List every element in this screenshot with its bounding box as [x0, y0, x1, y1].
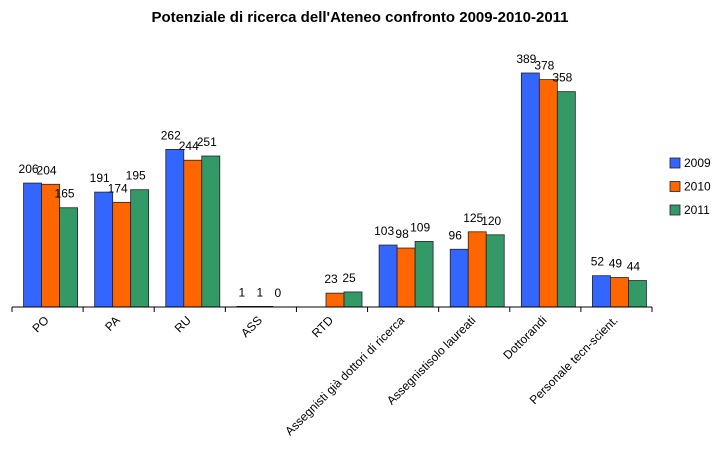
value-label: 44 — [627, 260, 641, 274]
bar — [538, 79, 558, 308]
x-tick-label: Dottorandi — [500, 313, 549, 362]
value-label: 262 — [161, 128, 181, 142]
value-label: 23 — [324, 272, 338, 286]
value-label: 204 — [37, 163, 57, 177]
value-label: 103 — [374, 224, 394, 238]
value-label: 25 — [342, 271, 356, 285]
bar — [41, 183, 60, 308]
bar — [414, 241, 434, 308]
legend-label: 2010 — [684, 180, 711, 194]
bar — [449, 248, 469, 308]
legend-swatch — [669, 181, 681, 192]
x-tick-label: RU — [172, 313, 194, 335]
bar — [378, 244, 398, 308]
value-label: 1 — [239, 285, 246, 299]
value-label: 206 — [19, 162, 39, 176]
value-label: 389 — [516, 52, 536, 66]
bar — [23, 182, 42, 308]
bar — [59, 207, 78, 308]
value-label: 52 — [591, 255, 605, 269]
value-label: 120 — [481, 214, 501, 228]
bar — [94, 191, 114, 308]
chart-title: Potenziale di ricerca dell'Ateneo confro… — [151, 9, 568, 26]
bar — [485, 234, 505, 308]
bar — [396, 247, 416, 308]
value-label: 0 — [275, 286, 282, 300]
bar — [201, 155, 221, 308]
bar — [130, 189, 150, 308]
legend-label: 2009 — [684, 156, 711, 170]
x-tick-label: Assegnisti già dottori di ricerca — [282, 313, 407, 438]
bar — [610, 277, 629, 308]
value-label: 358 — [552, 71, 572, 85]
value-label: 109 — [410, 220, 430, 234]
legend-swatch — [669, 157, 681, 169]
x-tick-label: RTD — [309, 313, 336, 340]
bar — [183, 159, 203, 308]
value-label: 165 — [55, 187, 75, 201]
value-label: 378 — [534, 59, 554, 73]
bar — [467, 231, 487, 308]
bar — [112, 201, 132, 308]
x-tick-label: ASS — [238, 313, 265, 340]
value-label: 244 — [179, 139, 199, 153]
legend-swatch — [669, 204, 681, 216]
bar — [556, 91, 576, 308]
value-label: 96 — [449, 228, 463, 242]
bar — [325, 292, 345, 308]
bar — [520, 72, 540, 308]
x-tick-label: PO — [30, 313, 52, 335]
legend-label: 2011 — [684, 203, 710, 217]
value-label: 49 — [609, 257, 623, 271]
x-tick-label: PA — [102, 313, 123, 334]
bar — [592, 275, 611, 308]
value-label: 251 — [197, 135, 217, 149]
bar — [628, 280, 647, 308]
value-label: 1 — [257, 285, 264, 299]
bar — [343, 291, 363, 308]
value-label: 125 — [463, 211, 483, 225]
value-label: 195 — [126, 169, 146, 183]
bar — [165, 148, 185, 308]
value-label: 174 — [108, 181, 128, 195]
value-label: 191 — [90, 171, 110, 185]
value-label: 98 — [395, 227, 409, 241]
